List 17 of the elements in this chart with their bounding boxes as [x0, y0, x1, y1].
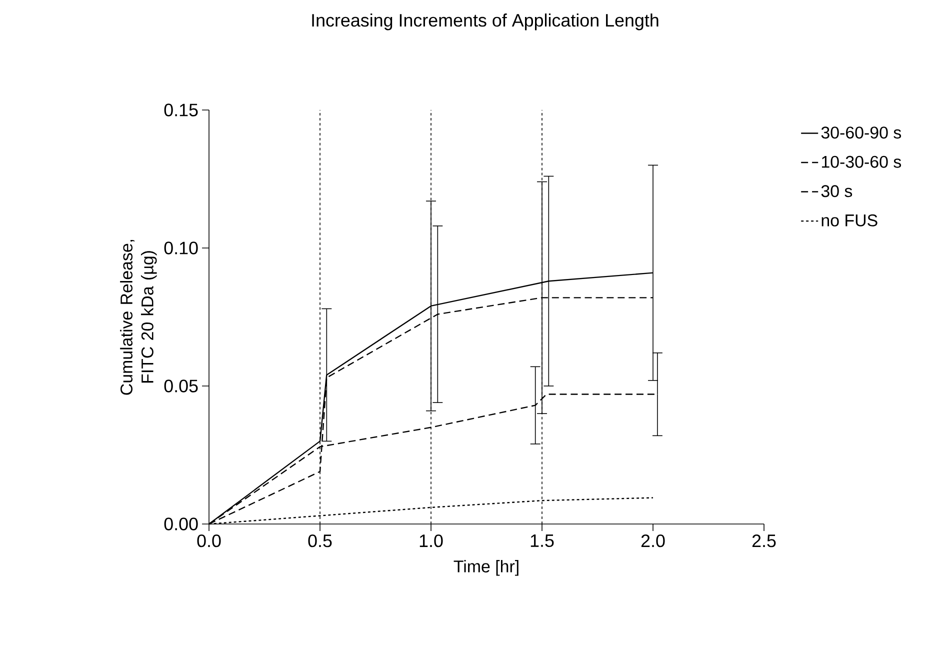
x-tick-label: 2.0 — [641, 534, 665, 548]
y-tick-label: 0.05 — [164, 380, 198, 392]
x-axis-title: Time [hr] — [454, 560, 518, 576]
x-tick-label: 0.5 — [308, 534, 332, 548]
legend-label: 10-30-60 s — [822, 156, 902, 168]
legend-label: 30 s — [821, 185, 852, 198]
legend-label: 30-60-90 s — [821, 126, 902, 139]
chart-title: Increasing Increments of Application Length — [312, 14, 658, 30]
y-tick-label: 0.10 — [164, 242, 198, 254]
x-tick-label: 1.0 — [420, 534, 443, 548]
legend-label: no FUS — [822, 214, 878, 226]
x-tick-label: 0.0 — [197, 534, 221, 548]
x-tick-label: 2.5 — [752, 534, 776, 548]
x-tick-label: 1.5 — [530, 534, 554, 547]
y-tick-label: 0.00 — [164, 518, 198, 530]
y-tick-label: 0.15 — [164, 104, 198, 116]
y-axis-title: Cumulative Release, FITC 20 kDa (µg) — [120, 240, 157, 395]
